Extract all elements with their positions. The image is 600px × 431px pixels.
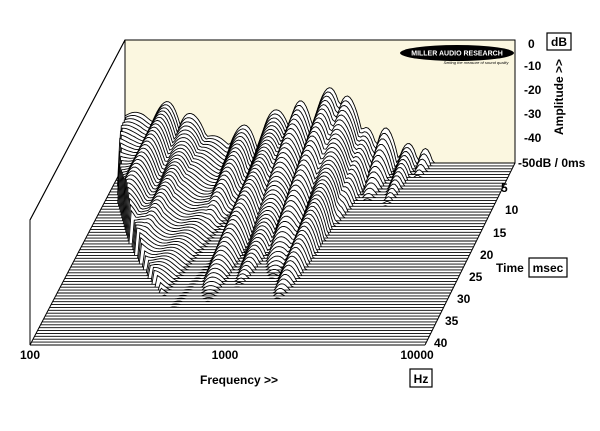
brand-logo-text: MILLER AUDIO RESEARCH xyxy=(411,51,503,58)
amplitude-axis-label: Amplitude >> xyxy=(552,59,566,135)
decay-slice xyxy=(52,300,447,303)
time-axis-label: Time xyxy=(496,261,524,275)
decay-slice xyxy=(54,297,448,300)
time-tick-label: 40 xyxy=(434,336,448,350)
frequency-unit: Hz xyxy=(414,372,429,386)
frequency-tick-label: 10000 xyxy=(400,348,434,362)
time-tick-label: 30 xyxy=(457,292,471,306)
decay-slice xyxy=(64,263,458,280)
amplitude-tick-label: -10 xyxy=(524,59,542,73)
time-tick-label: 15 xyxy=(493,226,507,240)
amplitude-tick-label: -50dB / 0ms xyxy=(518,156,586,170)
decay-slice xyxy=(49,306,444,308)
amplitude-tick-label: -20 xyxy=(524,83,542,97)
time-tick-label: 25 xyxy=(469,270,483,284)
time-tick-label: 5 xyxy=(501,181,508,195)
time-unit: msec xyxy=(533,261,564,275)
decay-slice xyxy=(66,260,460,277)
amplitude-tick-label: 0 xyxy=(528,37,535,51)
decay-slice xyxy=(57,287,451,294)
frequency-unit-box xyxy=(409,368,433,388)
amplitude-unit: dB xyxy=(551,35,567,49)
amplitude-unit-box xyxy=(546,32,572,51)
amplitude-tick-label: -40 xyxy=(524,131,542,145)
frequency-tick-label: 1000 xyxy=(212,348,239,362)
amplitude-axis: 0 -10 -20 -30 -40 -50dB / 0ms dB Amplitu… xyxy=(518,32,586,170)
time-axis-line xyxy=(424,162,516,346)
decay-slices xyxy=(30,87,515,346)
brand-logo: MILLER AUDIO RESEARCH Setting the measur… xyxy=(400,45,514,65)
decay-slice xyxy=(51,303,445,306)
frequency-axis-label: Frequency >> xyxy=(200,373,278,387)
amplitude-tick-label: -30 xyxy=(524,107,542,121)
side-wall-edge xyxy=(29,39,126,221)
time-tick-label: 20 xyxy=(480,248,494,262)
brand-logo-tagline: Setting the measure of sound quality xyxy=(444,60,510,65)
frequency-tick-label: 100 xyxy=(20,348,40,362)
time-axis: 5 10 15 20 25 30 35 40 Time msec xyxy=(424,162,568,350)
decay-slice xyxy=(55,292,450,297)
time-unit-box xyxy=(528,257,568,278)
decay-slice xyxy=(63,266,457,282)
decay-slice xyxy=(60,274,454,288)
frequency-axis: 100 1000 10000 Frequency >> Hz xyxy=(20,344,434,388)
time-tick-label: 35 xyxy=(445,314,459,328)
time-tick-label: 10 xyxy=(505,203,519,217)
decay-slice xyxy=(58,281,453,291)
